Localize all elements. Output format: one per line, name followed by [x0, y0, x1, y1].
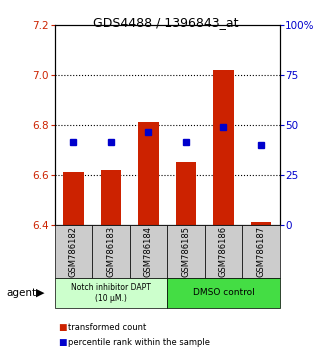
Text: transformed count: transformed count	[68, 323, 146, 332]
Text: DMSO control: DMSO control	[193, 289, 254, 297]
Bar	[92, 225, 130, 278]
Bar	[130, 225, 167, 278]
Text: agent: agent	[7, 288, 37, 298]
Bar	[101, 170, 121, 225]
Text: percentile rank within the sample: percentile rank within the sample	[68, 338, 210, 347]
Bar	[55, 278, 167, 308]
Text: GSM786183: GSM786183	[106, 226, 116, 277]
Bar	[242, 225, 280, 278]
Bar	[138, 122, 159, 225]
Text: GSM786185: GSM786185	[181, 226, 190, 277]
Text: GSM786186: GSM786186	[219, 226, 228, 277]
Bar	[55, 225, 92, 278]
Text: ■: ■	[58, 338, 67, 347]
Text: GSM786187: GSM786187	[257, 226, 265, 277]
Text: GSM786182: GSM786182	[69, 226, 78, 277]
Text: GDS4488 / 1396843_at: GDS4488 / 1396843_at	[93, 16, 238, 29]
Text: ▶: ▶	[36, 288, 45, 298]
Bar	[167, 278, 280, 308]
Text: GSM786184: GSM786184	[144, 226, 153, 277]
Bar	[205, 225, 242, 278]
Bar	[251, 222, 271, 225]
Bar	[213, 70, 234, 225]
Bar	[63, 172, 84, 225]
Text: Notch inhibitor DAPT
(10 μM.): Notch inhibitor DAPT (10 μM.)	[71, 283, 151, 303]
Bar	[176, 162, 196, 225]
Text: ■: ■	[58, 323, 67, 332]
Bar	[167, 225, 205, 278]
